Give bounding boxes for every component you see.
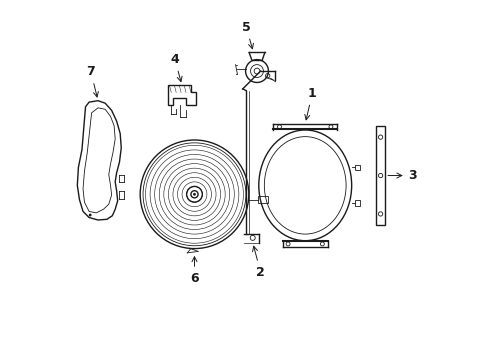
Bar — [354, 165, 359, 170]
Text: 7: 7 — [86, 65, 98, 97]
Text: 4: 4 — [170, 53, 182, 82]
Bar — [257, 196, 267, 203]
Circle shape — [88, 213, 91, 216]
Text: 1: 1 — [304, 87, 316, 120]
Text: 3: 3 — [387, 169, 416, 182]
Bar — [354, 201, 359, 206]
Text: 2: 2 — [252, 246, 264, 279]
Text: 6: 6 — [190, 257, 199, 285]
Circle shape — [193, 193, 196, 196]
Text: 5: 5 — [242, 21, 253, 49]
